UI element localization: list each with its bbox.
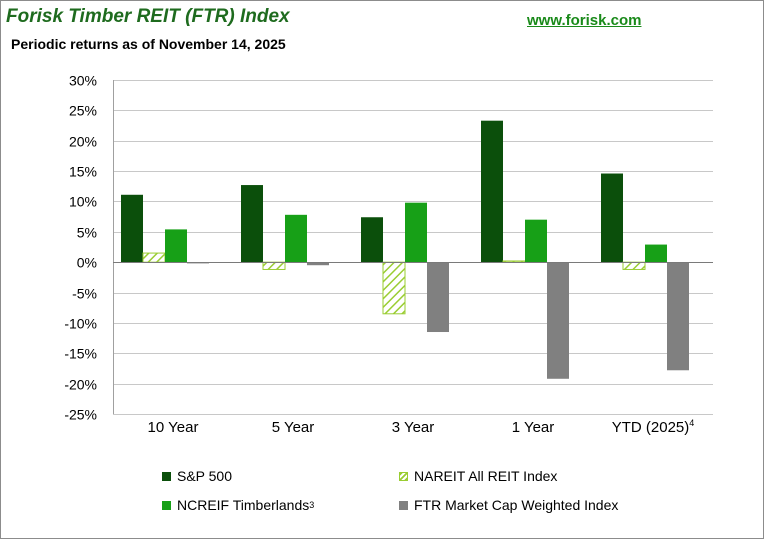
chart-subtitle: Periodic returns as of November 14, 2025 [11,36,286,52]
bar-ftr [667,262,689,371]
bar-sp500 [601,173,623,263]
bar-nareit [262,261,286,270]
x-tick-label: 3 Year [392,419,435,436]
bar-ncreif [405,202,427,263]
bar-ncreif [165,229,187,263]
y-tick-label: 15% [69,164,97,180]
x-tick-label: 1 Year [512,419,555,436]
y-tick-label: -10% [64,316,97,332]
chart-title: Forisk Timber REIT (FTR) Index [6,6,290,27]
y-tick-label: 30% [69,73,97,89]
y-axis-tick-labels: 30% 25% 20% 15% 10% 5% 0% -5% -10% -15% -20% -25% [64,73,97,423]
x-tick-label: 10 Year [148,419,199,436]
y-tick-label: 10% [69,194,97,210]
y-tick-label: -25% [64,407,97,423]
y-tick-label: 5% [77,225,97,241]
x-axis-tick-labels: 10 Year 5 Year 3 Year 1 Year YTD (2025)4 [148,418,695,436]
y-tick-label: -5% [72,286,97,302]
y-tick-label: 25% [69,103,97,119]
bar-nareit [502,260,526,263]
bar-sp500 [481,120,503,263]
website-link[interactable]: www.forisk.com [527,12,642,29]
bar-ftr [307,262,329,266]
x-tick-label: 5 Year [272,419,315,436]
bar-ftr [547,262,569,379]
bar-ftr [427,262,449,333]
bar-ncreif [645,244,667,263]
x-tick-label: YTD (2025)4 [612,418,695,436]
bar-ncreif [525,219,547,263]
y-tick-label: -15% [64,346,97,362]
bar-ncreif [285,214,307,263]
bar-sp500 [241,185,263,263]
bar-nareit [382,261,406,315]
bar-sp500 [361,217,383,263]
y-tick-label: -20% [64,377,97,393]
y-tick-label: 0% [77,255,97,271]
bar-nareit [622,261,646,270]
bar-sp500 [121,194,143,263]
y-tick-label: 20% [69,134,97,150]
x-tick-footnote: 4 [689,418,694,428]
bar-series [113,120,713,379]
bar-nareit [142,252,166,263]
